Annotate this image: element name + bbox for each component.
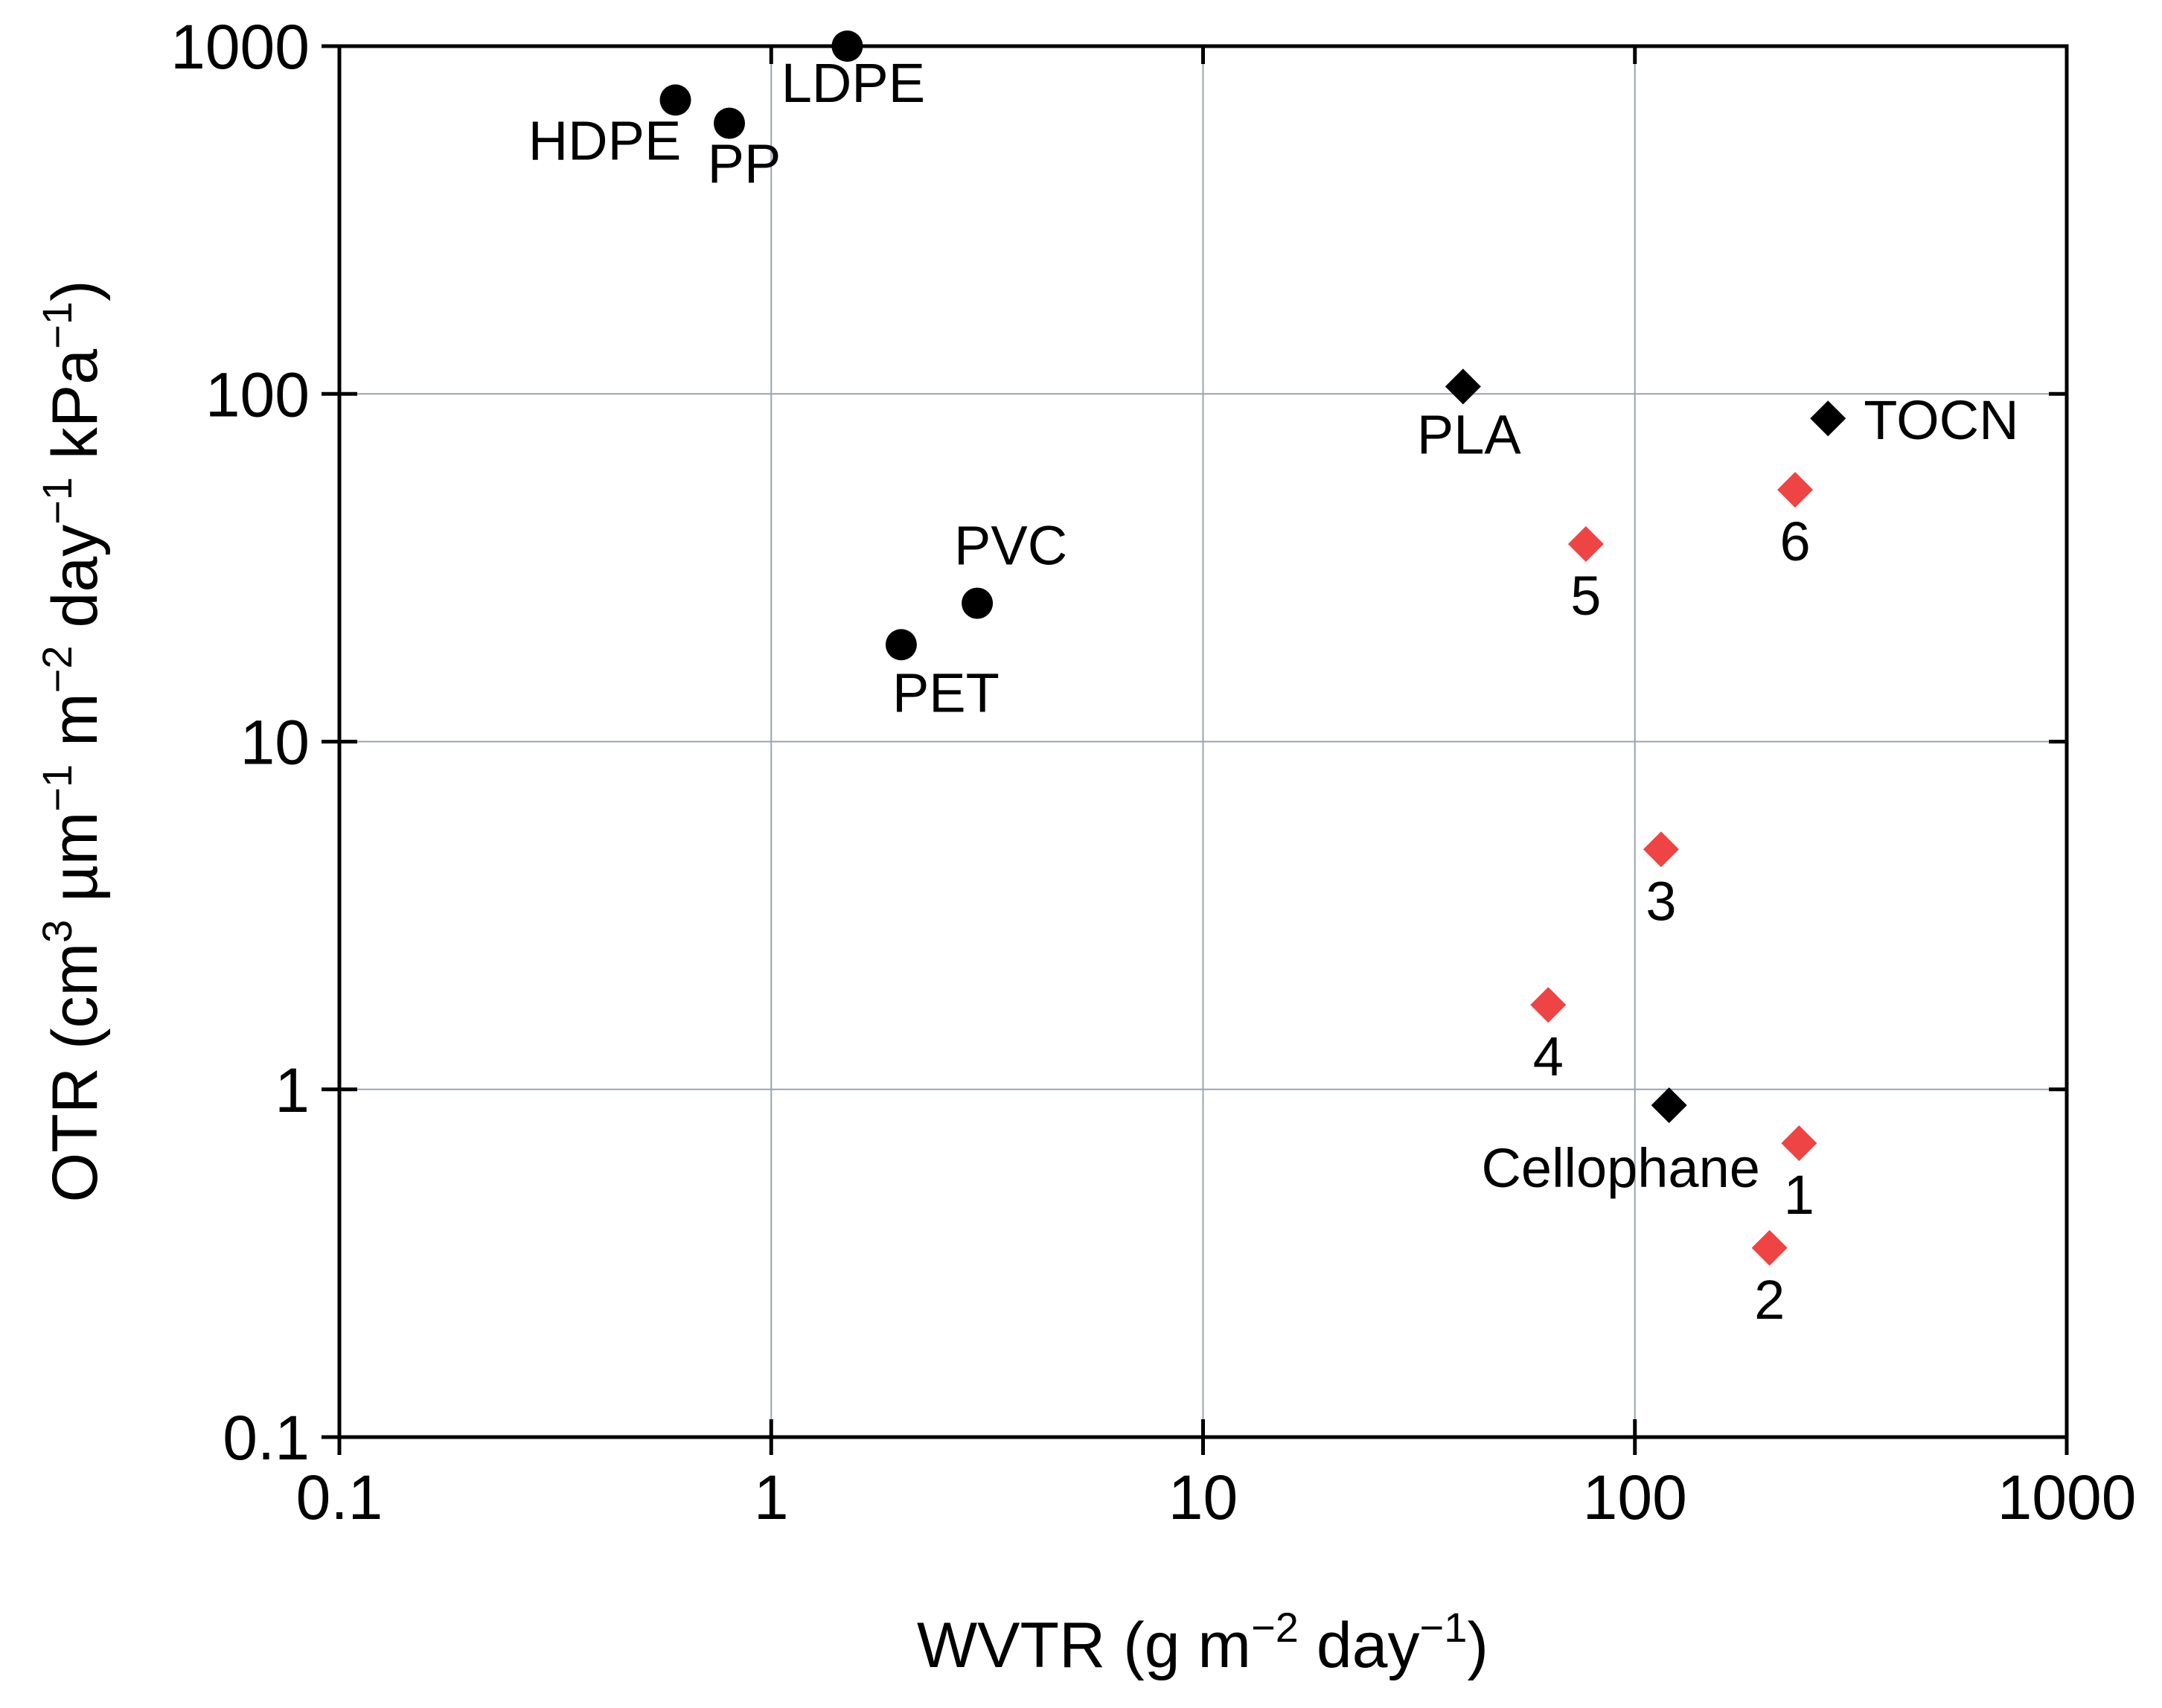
- label-pp: PP: [708, 133, 781, 195]
- x-axis-title: WVTR (g m−2 day−1): [917, 1604, 1488, 1681]
- point-tocn: [1810, 400, 1846, 437]
- grid: [339, 45, 2067, 1438]
- y-tick-label: 10: [240, 708, 310, 778]
- point-5: [1567, 526, 1604, 563]
- point-pet: [885, 629, 917, 661]
- data-points: [659, 31, 1846, 1266]
- label-5: 5: [1570, 565, 1601, 627]
- label-pla: PLA: [1417, 403, 1522, 465]
- label-tocn: TOCN: [1864, 389, 2018, 451]
- label-1: 1: [1784, 1164, 1814, 1226]
- point-ldpe: [831, 31, 863, 62]
- tick-labels: 0.1 1 10 100 1000 0.1 1 10 100 1000: [170, 12, 2136, 1532]
- y-axis-title: OTR (cm3 µm−1 m−2 day−1 kPa−1): [33, 280, 111, 1202]
- x-tick-label: 10: [1168, 1462, 1238, 1532]
- x-tick-label: 0.1: [296, 1462, 383, 1532]
- plot-frame: [337, 44, 2069, 1439]
- x-tick-label: 100: [1583, 1462, 1687, 1532]
- point-pla: [1445, 368, 1481, 405]
- point-1: [1781, 1125, 1817, 1162]
- x-tick-label: 1000: [1998, 1462, 2137, 1532]
- y-tick-label: 100: [205, 359, 310, 429]
- label-cellophane: Cellophane: [1481, 1137, 1759, 1199]
- y-tick-label: 1: [275, 1055, 310, 1125]
- label-hdpe: HDPE: [528, 109, 682, 171]
- y-tick-label: 1000: [170, 12, 310, 82]
- axis-ticks: [322, 44, 2069, 1455]
- x-tick-label: 1: [754, 1462, 789, 1532]
- label-pet: PET: [892, 662, 1000, 723]
- point-pvc: [962, 587, 994, 619]
- label-4: 4: [1533, 1026, 1564, 1087]
- point-4: [1530, 987, 1567, 1023]
- point-2: [1751, 1229, 1788, 1266]
- point-hdpe: [659, 84, 691, 116]
- point-6: [1777, 472, 1814, 508]
- point-pp: [714, 107, 746, 139]
- point-cellophane: [1651, 1087, 1687, 1124]
- point-3: [1643, 831, 1679, 868]
- label-ldpe: LDPE: [781, 52, 925, 114]
- label-6: 6: [1779, 511, 1810, 572]
- label-pvc: PVC: [954, 515, 1067, 577]
- label-3: 3: [1646, 870, 1676, 932]
- label-2: 2: [1754, 1269, 1785, 1331]
- y-tick-label: 0.1: [223, 1403, 310, 1473]
